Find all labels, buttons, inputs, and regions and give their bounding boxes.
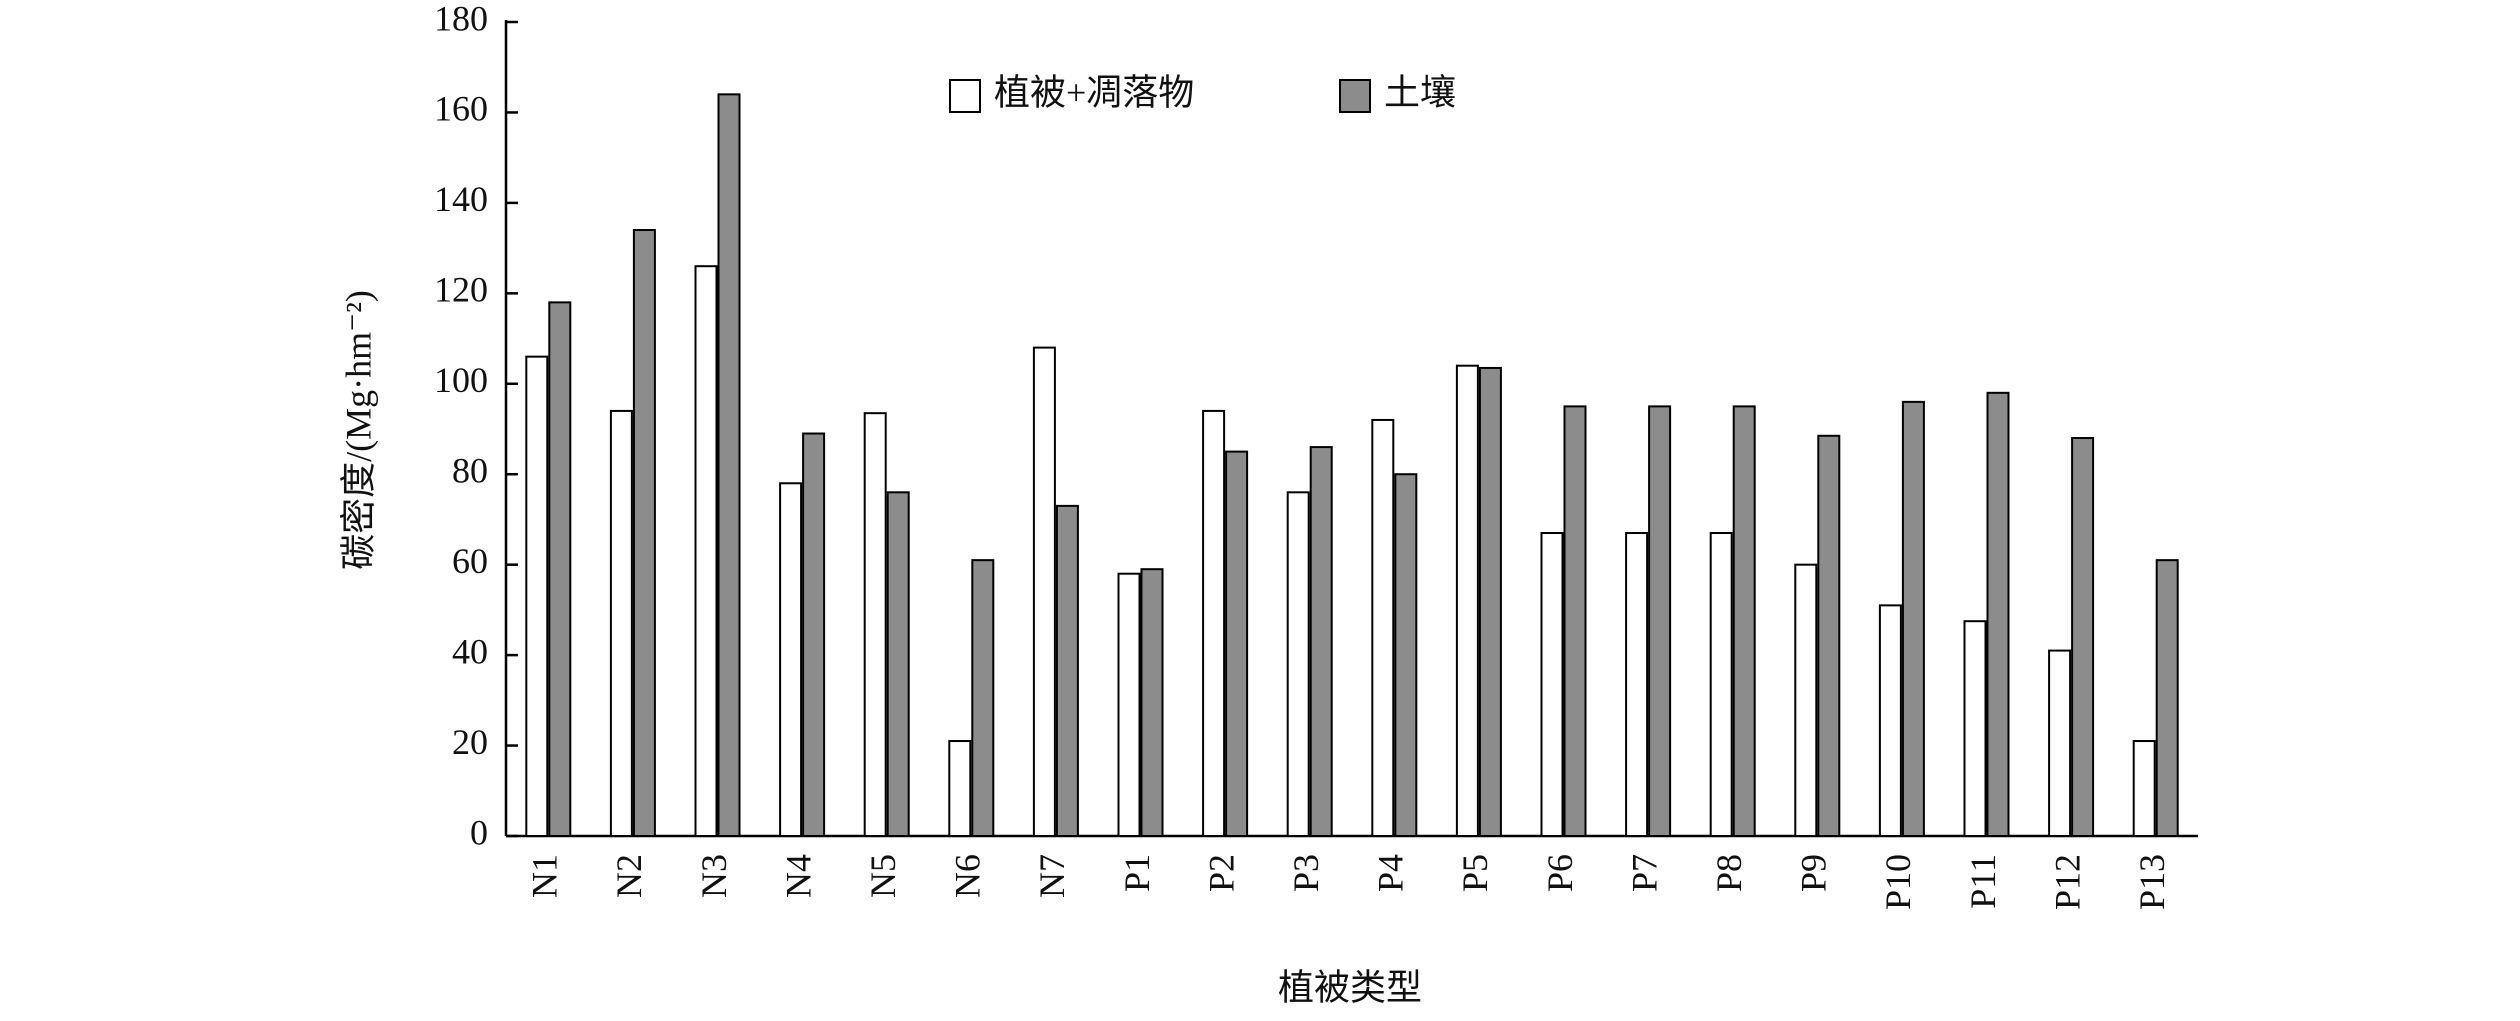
bar <box>1202 409 1226 837</box>
bar <box>1878 604 1902 837</box>
x-tick-label: P9 <box>1794 854 1834 892</box>
x-tick-label: P11 <box>1963 854 2003 909</box>
bar <box>1032 346 1056 837</box>
x-tick-label: P3 <box>1286 854 1326 892</box>
legend-label: 土壤 <box>1384 72 1456 112</box>
y-tick-label: 100 <box>434 360 488 400</box>
x-tick-label: P13 <box>2132 854 2172 910</box>
bar <box>1394 473 1418 837</box>
y-tick-label: 140 <box>434 179 488 219</box>
legend-label: 植被+凋落物 <box>994 72 1194 112</box>
bar <box>1225 450 1249 837</box>
bar <box>1309 446 1333 837</box>
bar <box>886 491 910 837</box>
x-tick-label: P6 <box>1540 854 1580 892</box>
y-tick-label: 80 <box>452 450 488 490</box>
bar <box>1140 568 1164 837</box>
bar <box>717 93 741 838</box>
y-tick-label: 60 <box>452 541 488 581</box>
y-axis-title: 碳密度/(Mg·hm⁻²) <box>338 290 378 570</box>
y-tick-label: 180 <box>434 0 488 38</box>
bar <box>863 412 887 837</box>
bar <box>2071 437 2095 837</box>
x-tick-label: P7 <box>1624 854 1664 892</box>
bar <box>1563 405 1587 837</box>
bar <box>1625 532 1649 837</box>
bar <box>609 409 633 837</box>
bar <box>548 301 572 837</box>
bar <box>2155 559 2179 838</box>
bar <box>1286 491 1310 837</box>
x-axis-title: 植被类型 <box>1278 967 1422 1007</box>
bar <box>632 229 656 837</box>
bar <box>1794 563 1818 838</box>
x-tick-label: N2 <box>609 854 649 898</box>
bar <box>1055 504 1079 837</box>
bar <box>1648 405 1672 837</box>
bar <box>2048 649 2072 837</box>
x-tick-label: N7 <box>1032 854 1072 898</box>
x-tick-label: P5 <box>1455 854 1495 892</box>
x-tick-label: N1 <box>525 854 565 898</box>
bar <box>802 432 826 837</box>
legend-swatch <box>949 79 981 113</box>
bar <box>525 355 549 837</box>
x-tick-label: N6 <box>948 854 988 898</box>
x-tick-label: P1 <box>1117 854 1157 892</box>
bar <box>1117 572 1141 837</box>
x-tick-label: P4 <box>1371 854 1411 892</box>
bar <box>2132 740 2156 837</box>
x-tick-label: N3 <box>694 854 734 898</box>
bar <box>1540 532 1564 837</box>
bar <box>1478 366 1502 837</box>
y-tick-label: 160 <box>434 89 488 129</box>
y-tick-label: 20 <box>452 722 488 762</box>
y-tick-label: 120 <box>434 270 488 310</box>
bar <box>1986 391 2010 837</box>
bar <box>1709 532 1733 837</box>
bar <box>779 482 803 837</box>
x-tick-label: N5 <box>863 854 903 898</box>
y-tick-label: 40 <box>452 631 488 671</box>
y-tick-label: 0 <box>470 812 488 852</box>
bar <box>1817 434 1841 837</box>
bar <box>971 559 995 838</box>
bar <box>1732 405 1756 837</box>
x-tick-label: P8 <box>1709 854 1749 892</box>
bar <box>948 740 972 837</box>
x-tick-label: P10 <box>1878 854 1918 910</box>
bar <box>1371 418 1395 837</box>
x-tick-label: P2 <box>1201 854 1241 892</box>
bar <box>694 265 718 837</box>
bar <box>1455 364 1479 837</box>
bar <box>1963 620 1987 838</box>
bar <box>1901 400 1925 837</box>
x-tick-label: N4 <box>778 854 818 898</box>
legend-swatch <box>1339 79 1371 113</box>
x-tick-label: P12 <box>2047 854 2087 910</box>
